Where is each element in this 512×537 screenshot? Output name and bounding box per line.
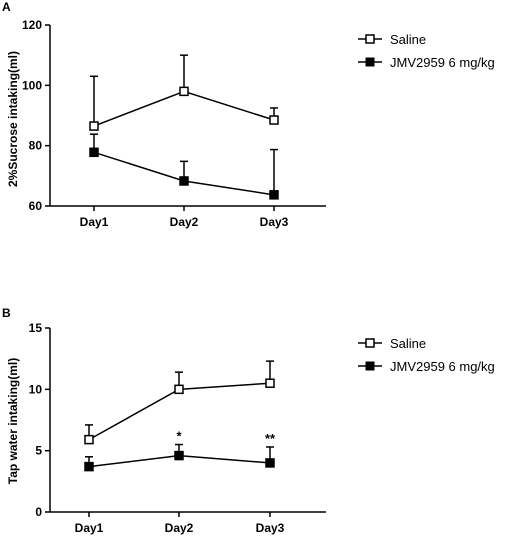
panel-b: B Tap water intaking(ml) 0 5 10 15 Day1 Day2 D… [2, 306, 495, 535]
error-bar-saline-a [180, 54, 188, 92]
y-axis-title-b: Tap water intaking(ml) [6, 358, 20, 484]
x-tick-label-a: Day1 [80, 215, 109, 229]
legend-a: Saline JMV2959 6 mg/kg [358, 32, 495, 70]
error-bar-saline-a [90, 75, 98, 127]
legend-item-jmv-a: JMV2959 6 mg/kg [358, 55, 495, 70]
legend-marker-jmv-a [365, 57, 375, 67]
x-tick-label-a: Day2 [170, 215, 199, 229]
x-tick-label-a: Day3 [260, 215, 289, 229]
data-point-saline-a [179, 86, 189, 97]
x-tick-label-b: Day1 [75, 521, 104, 535]
x-tick-label-b: Day3 [256, 521, 285, 535]
legend-label-jmv-a: JMV2959 6 mg/kg [390, 55, 495, 70]
panel-a: A 2%Sucrose intaking(ml) 60 80 100 120 Day1 D… [2, 0, 495, 229]
legend-label-jmv-b: JMV2959 6 mg/kg [390, 359, 495, 374]
data-point-jmv-b [265, 458, 275, 468]
data-point-jmv-a [89, 147, 99, 158]
legend-item-saline-b: Saline [358, 336, 426, 351]
data-point-saline-b [265, 378, 275, 388]
significance-marker-b: * [176, 429, 182, 444]
data-point-jmv-a [179, 176, 189, 186]
legend-label-saline-b: Saline [390, 336, 426, 351]
y-tick-label-b: 0 [35, 505, 42, 519]
data-point-saline-a [89, 121, 99, 131]
legend-b: Saline JMV2959 6 mg/kg [358, 336, 495, 374]
legend-marker-saline-a [365, 34, 375, 44]
y-tick-label-b: 5 [35, 444, 42, 458]
y-tick-label-a: 120 [22, 18, 42, 32]
y-tick-label-a: 60 [29, 199, 43, 213]
legend-label-saline-a: Saline [390, 32, 426, 47]
data-point-saline-b [84, 434, 94, 445]
significance-marker-b: ** [265, 431, 276, 446]
x-tick-label-b: Day2 [165, 521, 194, 535]
data-point-saline-a [269, 115, 279, 125]
error-bar-jmv-a [270, 148, 278, 195]
y-tick-label-a: 100 [22, 78, 42, 92]
series-line-saline-a [93, 90, 275, 127]
panel-label-a: A [2, 0, 11, 14]
data-point-saline-b [174, 384, 184, 395]
y-tick-label-b: 15 [29, 321, 43, 335]
legend-marker-jmv-b [365, 361, 375, 371]
y-tick-label-a: 80 [29, 139, 43, 153]
y-tick-label-b: 10 [29, 382, 43, 396]
data-point-jmv-a [269, 190, 279, 200]
plot-area-a: 60 80 100 120 Day1 Day2 Day3 [22, 18, 326, 229]
data-point-jmv-b [84, 461, 94, 472]
legend-item-jmv-b: JMV2959 6 mg/kg [358, 359, 495, 374]
panel-label-b: B [2, 306, 11, 320]
data-point-jmv-b [174, 450, 184, 461]
legend-marker-saline-b [365, 338, 375, 348]
legend-item-saline-a: Saline [358, 32, 426, 47]
y-axis-title-a: 2%Sucrose intaking(ml) [6, 51, 20, 187]
